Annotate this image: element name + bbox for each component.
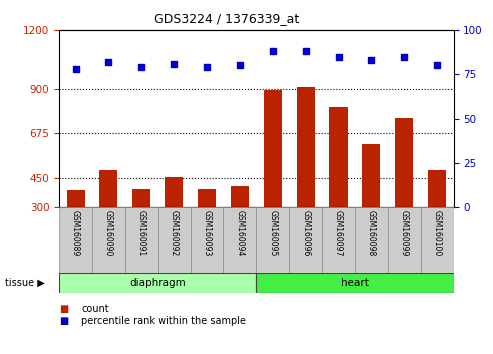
- Text: GSM160095: GSM160095: [268, 210, 277, 257]
- Text: GSM160098: GSM160098: [367, 210, 376, 257]
- Bar: [191, 207, 223, 273]
- Text: GSM160090: GSM160090: [104, 210, 113, 257]
- Bar: [264, 90, 282, 207]
- Bar: [289, 207, 322, 273]
- Point: [302, 48, 310, 54]
- Bar: [165, 177, 183, 207]
- Bar: [92, 207, 125, 273]
- Bar: [388, 207, 421, 273]
- Point: [236, 63, 244, 68]
- Text: GSM160100: GSM160100: [433, 210, 442, 257]
- Text: GSM160091: GSM160091: [137, 210, 146, 257]
- Bar: [256, 273, 454, 293]
- Text: GSM160097: GSM160097: [334, 210, 343, 257]
- Text: percentile rank within the sample: percentile rank within the sample: [81, 316, 246, 326]
- Bar: [329, 107, 348, 207]
- Bar: [355, 207, 388, 273]
- Bar: [59, 207, 92, 273]
- Point: [335, 54, 343, 59]
- Text: GSM160099: GSM160099: [400, 210, 409, 257]
- Bar: [428, 170, 446, 207]
- Bar: [256, 207, 289, 273]
- Bar: [158, 207, 191, 273]
- Bar: [362, 144, 381, 207]
- Text: ■: ■: [59, 316, 69, 326]
- Bar: [132, 189, 150, 207]
- Bar: [198, 189, 216, 207]
- Point: [367, 57, 375, 63]
- Text: count: count: [81, 304, 109, 314]
- Point: [433, 63, 441, 68]
- Text: GSM160092: GSM160092: [170, 210, 178, 257]
- Text: GSM160093: GSM160093: [203, 210, 211, 257]
- Bar: [322, 207, 355, 273]
- Text: GSM160096: GSM160096: [301, 210, 310, 257]
- Text: GDS3224 / 1376339_at: GDS3224 / 1376339_at: [154, 12, 299, 25]
- Point: [203, 64, 211, 70]
- Point: [138, 64, 145, 70]
- Point: [269, 48, 277, 54]
- Point: [400, 54, 408, 59]
- Bar: [297, 87, 315, 207]
- Text: tissue ▶: tissue ▶: [5, 278, 45, 288]
- Bar: [125, 207, 158, 273]
- Bar: [395, 118, 413, 207]
- Point: [170, 61, 178, 67]
- Bar: [223, 207, 256, 273]
- Text: heart: heart: [341, 278, 369, 288]
- Text: GSM160089: GSM160089: [71, 210, 80, 257]
- Text: ■: ■: [59, 304, 69, 314]
- Bar: [421, 207, 454, 273]
- Point: [71, 66, 79, 72]
- Text: diaphragm: diaphragm: [129, 278, 186, 288]
- Bar: [59, 273, 256, 293]
- Bar: [231, 187, 249, 207]
- Bar: [100, 170, 117, 207]
- Text: GSM160094: GSM160094: [236, 210, 245, 257]
- Point: [105, 59, 112, 65]
- Bar: [67, 190, 85, 207]
